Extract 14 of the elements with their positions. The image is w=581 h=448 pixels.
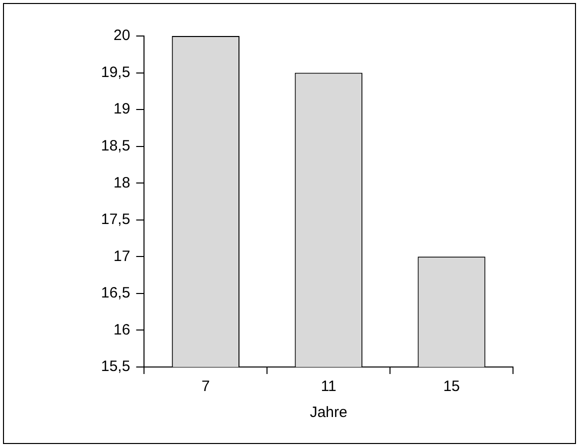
y-tick-label: 19 (114, 100, 130, 118)
y-tick-label: 18 (114, 174, 130, 192)
y-tick-label: 18,5 (100, 137, 130, 154)
y-tick-label: 19,5 (100, 64, 130, 81)
y-tick-label: 15,5 (100, 358, 130, 376)
x-tick-label: 7 (201, 378, 210, 396)
y-tick-label: 20 (114, 27, 130, 44)
x-tick-label: 11 (320, 378, 336, 396)
x-axis-title: Jahre (310, 404, 348, 422)
y-tick-label: 17,5 (100, 211, 130, 228)
y-tick-label: 16,5 (100, 284, 130, 302)
y-tick-label: 16 (114, 321, 130, 338)
y-tick-label: 17 (114, 248, 130, 265)
x-tick-label: 15 (443, 378, 460, 396)
